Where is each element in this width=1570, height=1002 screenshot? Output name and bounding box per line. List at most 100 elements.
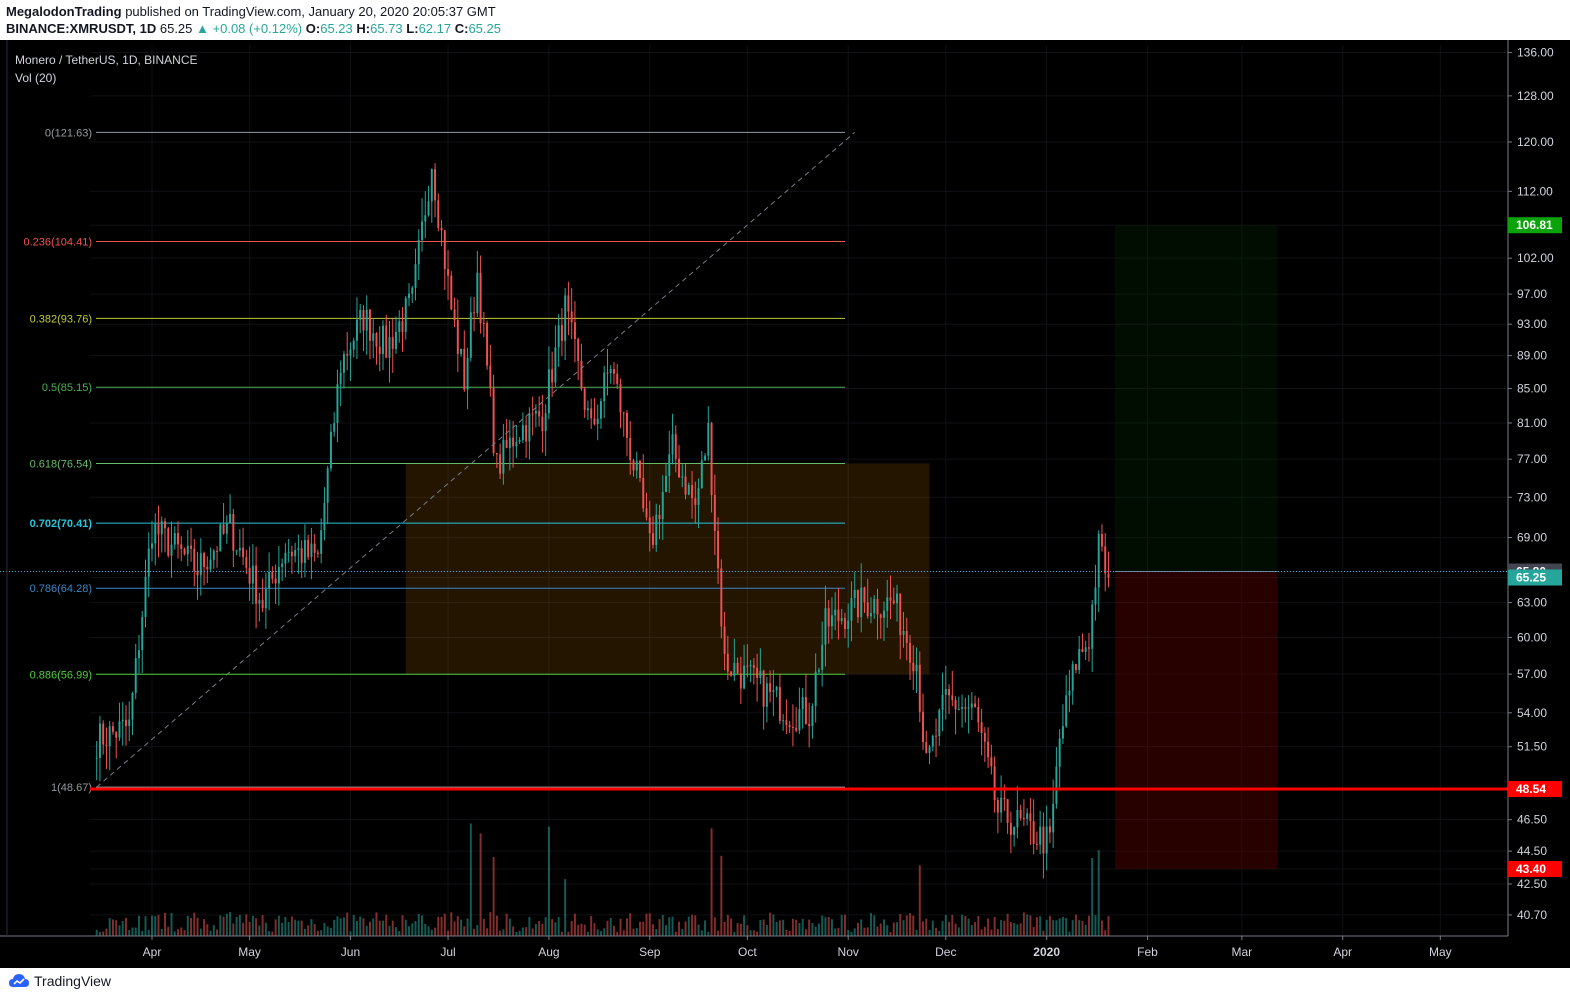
volume-bar	[144, 916, 147, 936]
volume-bar	[902, 920, 905, 936]
volume-bar	[782, 919, 785, 936]
volume-bar	[684, 921, 687, 936]
price-label-15: 65.25	[1516, 571, 1546, 585]
volume-bar	[990, 929, 993, 936]
candle-body	[408, 293, 410, 299]
volume-bar	[473, 928, 476, 936]
candle-body	[1029, 813, 1032, 822]
volume-bar	[1104, 930, 1107, 936]
candle-body	[469, 312, 472, 358]
candle-body	[866, 602, 869, 617]
volume-bar	[759, 919, 762, 936]
candle-body	[547, 369, 550, 414]
price-tick-18: 57.00	[1517, 667, 1547, 681]
candle-body	[778, 687, 781, 721]
volume-bar	[447, 930, 450, 936]
candle-body	[277, 566, 280, 584]
volume-bar	[775, 921, 778, 936]
candle-body	[476, 272, 479, 314]
volume-bar	[583, 924, 586, 936]
candle-body	[922, 711, 925, 743]
volume-bar	[899, 913, 902, 936]
volume-bar	[1013, 923, 1016, 936]
candle-body	[300, 548, 303, 563]
volume-bar	[346, 912, 349, 936]
volume-bar	[1078, 920, 1081, 936]
candle-body	[593, 418, 596, 425]
price-tick-0: 136.00	[1517, 46, 1554, 60]
candle-body	[843, 618, 846, 629]
fib-level-label-1: 0.236(104.41)	[24, 236, 93, 248]
candle-body	[160, 521, 163, 535]
volume-bar	[1039, 916, 1042, 936]
candle-body	[551, 369, 554, 383]
candle-body	[603, 372, 606, 402]
candle-body	[694, 498, 697, 505]
volume-bar	[378, 920, 381, 936]
volume-bar	[866, 927, 869, 936]
candle-body	[342, 353, 345, 373]
time-tick-6: Oct	[738, 945, 757, 959]
candle-body	[447, 269, 450, 276]
publication-line: MegalodonTrading published on TradingVie…	[6, 4, 496, 19]
volume-bar	[847, 930, 850, 936]
candle-body	[951, 695, 954, 701]
candle-body	[811, 706, 814, 727]
candle-body	[795, 727, 798, 731]
candle-body	[534, 410, 537, 414]
candle-body	[502, 439, 505, 474]
price-tick-23: 44.50	[1517, 844, 1547, 858]
candle-body	[333, 423, 336, 432]
volume-bar	[251, 915, 254, 936]
tradingview-logo[interactable]: TradingView	[8, 973, 111, 989]
candle-body	[905, 631, 908, 644]
candle-body	[980, 722, 983, 734]
price-tick-19: 54.00	[1517, 706, 1547, 720]
candle-body	[824, 608, 827, 645]
time-tick-10: Feb	[1137, 945, 1158, 959]
price-chart[interactable]: 0(121.63) 0.236(104.41) 0.382(93.76) 0.5(85…	[0, 40, 1570, 980]
volume-bar	[694, 915, 697, 936]
long-position-stop-zone	[1114, 571, 1278, 869]
price-tick-20: 51.50	[1517, 740, 1547, 754]
candle-body	[199, 553, 202, 576]
candle-body	[691, 485, 694, 499]
volume-bar	[375, 912, 378, 936]
volume-bar	[359, 916, 362, 936]
candle-body	[704, 455, 707, 461]
volume-bar	[996, 929, 999, 936]
candle-body	[1006, 799, 1009, 823]
volume-bar	[115, 920, 118, 936]
candle-body	[115, 731, 118, 738]
volume-bar	[788, 931, 791, 936]
volume-bar	[264, 922, 267, 936]
candle-body	[730, 671, 733, 676]
price-tick-7: 93.00	[1517, 317, 1547, 331]
volume-bar	[733, 931, 736, 936]
candle-body	[583, 388, 586, 411]
candle-body	[102, 723, 105, 745]
candle-body	[1055, 766, 1058, 804]
volume-bar	[635, 927, 638, 936]
volume-bar	[424, 923, 427, 936]
volume-bar	[297, 920, 300, 936]
candle-body	[837, 609, 840, 621]
volume-bar	[225, 913, 228, 936]
volume-bar	[352, 914, 355, 936]
candle-body	[167, 528, 170, 556]
candle-body	[954, 700, 957, 710]
volume-bar	[245, 914, 248, 936]
symbol-label: BINANCE:XMRUSDT, 1D	[6, 21, 157, 36]
candle-body	[190, 545, 193, 549]
volume-bar	[333, 919, 336, 936]
volume-bar	[440, 916, 443, 936]
candle-body	[765, 683, 768, 707]
candle-body	[466, 357, 469, 390]
candle-body	[339, 372, 342, 385]
volume-bar	[886, 925, 889, 936]
volume-indicator-label[interactable]: Vol (20)	[15, 71, 57, 85]
chart-area[interactable]: 0(121.63) 0.236(104.41) 0.382(93.76) 0.5(85…	[0, 40, 1570, 980]
candle-body	[450, 275, 453, 310]
candle-body	[1071, 664, 1074, 691]
author-name[interactable]: MegalodonTrading	[6, 4, 122, 19]
